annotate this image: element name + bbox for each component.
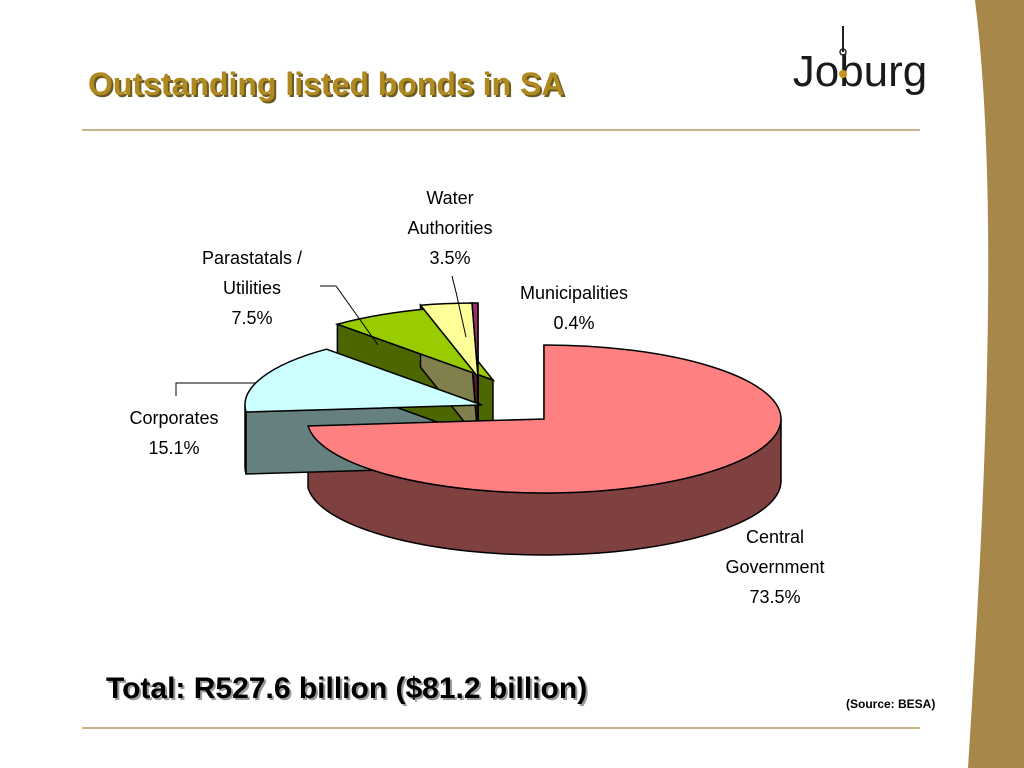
title-divider: [82, 129, 920, 131]
source-note: (Source: BESA): [846, 697, 936, 711]
leader-lines: [175, 275, 467, 396]
footer-divider: [82, 727, 920, 729]
total-caption: Total: R527.6 billion ($81.2 billion): [106, 672, 588, 705]
slice-top-municipalities: [471, 302, 479, 378]
slice-top-central-government: [307, 344, 782, 494]
leader-line-parastatals: [320, 285, 379, 346]
slice-top-corporates: [244, 348, 483, 413]
leader-line-corporates: [175, 382, 255, 396]
slice-label-water-authorities: Water Authorities 3.5%: [407, 188, 492, 268]
slide-title: Outstanding listed bonds in SA: [88, 66, 565, 102]
slice-label-parastatals: Parastatals / Utilities 7.5%: [202, 248, 302, 328]
slice-labels: Central Government 73.5% Corporates 15.1% Par…: [129, 188, 824, 607]
slice-label-municipalities: Municipalities 0.4%: [520, 283, 628, 333]
leader-line-water: [451, 275, 467, 338]
joburg-logo: Joburg: [793, 26, 928, 96]
logo-wordmark: Joburg: [793, 47, 928, 96]
pie-tops: [244, 302, 782, 494]
slice-label-corporates: Corporates 15.1%: [129, 408, 218, 458]
slice-label-central-government: Central Government 73.5%: [725, 527, 824, 607]
